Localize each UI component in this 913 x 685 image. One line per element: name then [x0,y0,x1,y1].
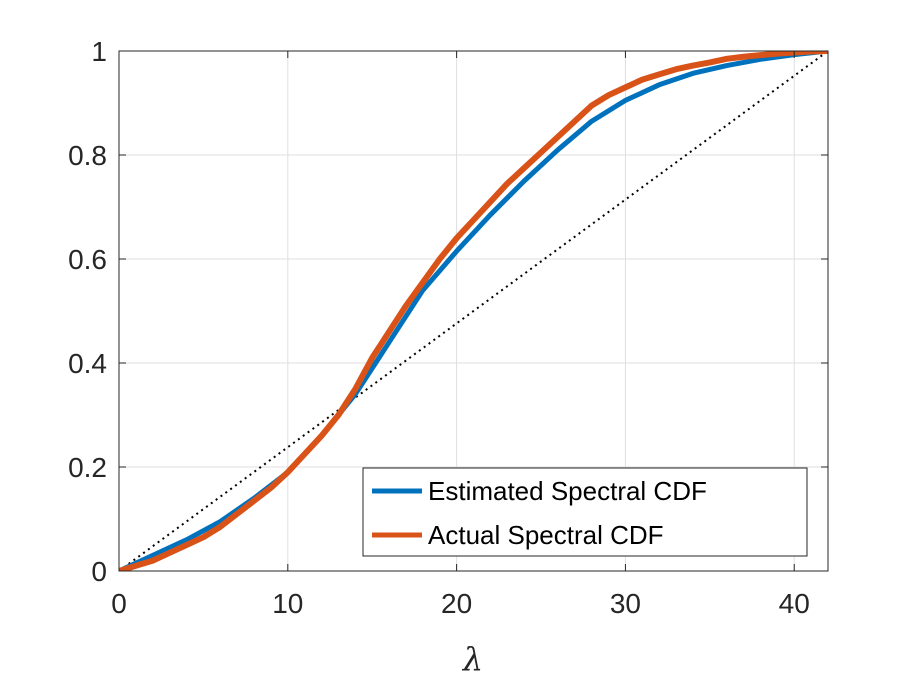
x-axis-label: λ [461,640,483,678]
series-line-actual [119,51,828,571]
x-tick-label: 10 [272,588,303,619]
x-tick-label: 40 [779,588,810,619]
series-layer [119,51,828,571]
legend-label-actual: Actual Spectral CDF [428,520,664,550]
legend-box [362,467,808,557]
y-tick-label: 0.4 [68,348,107,379]
y-tick-label: 0.2 [68,452,107,483]
legend: Estimated Spectral CDF Actual Spectral C… [362,467,808,557]
reference-diagonal-line [119,51,828,571]
x-tick-label: 30 [610,588,641,619]
legend-label-estimated: Estimated Spectral CDF [428,476,707,506]
x-tick-label: 0 [111,588,127,619]
y-tick-label: 0.6 [68,244,107,275]
y-tick-label: 0.8 [68,140,107,171]
y-tick-label: 1 [91,36,107,67]
series-line-estimated [119,51,828,571]
plot-box [118,50,829,572]
x-tick-label: 20 [441,588,472,619]
axis-ticks: 0 10 20 30 40 0 0.2 0.4 0.6 0.8 1 [68,36,828,619]
y-tick-label: 0 [91,556,107,587]
